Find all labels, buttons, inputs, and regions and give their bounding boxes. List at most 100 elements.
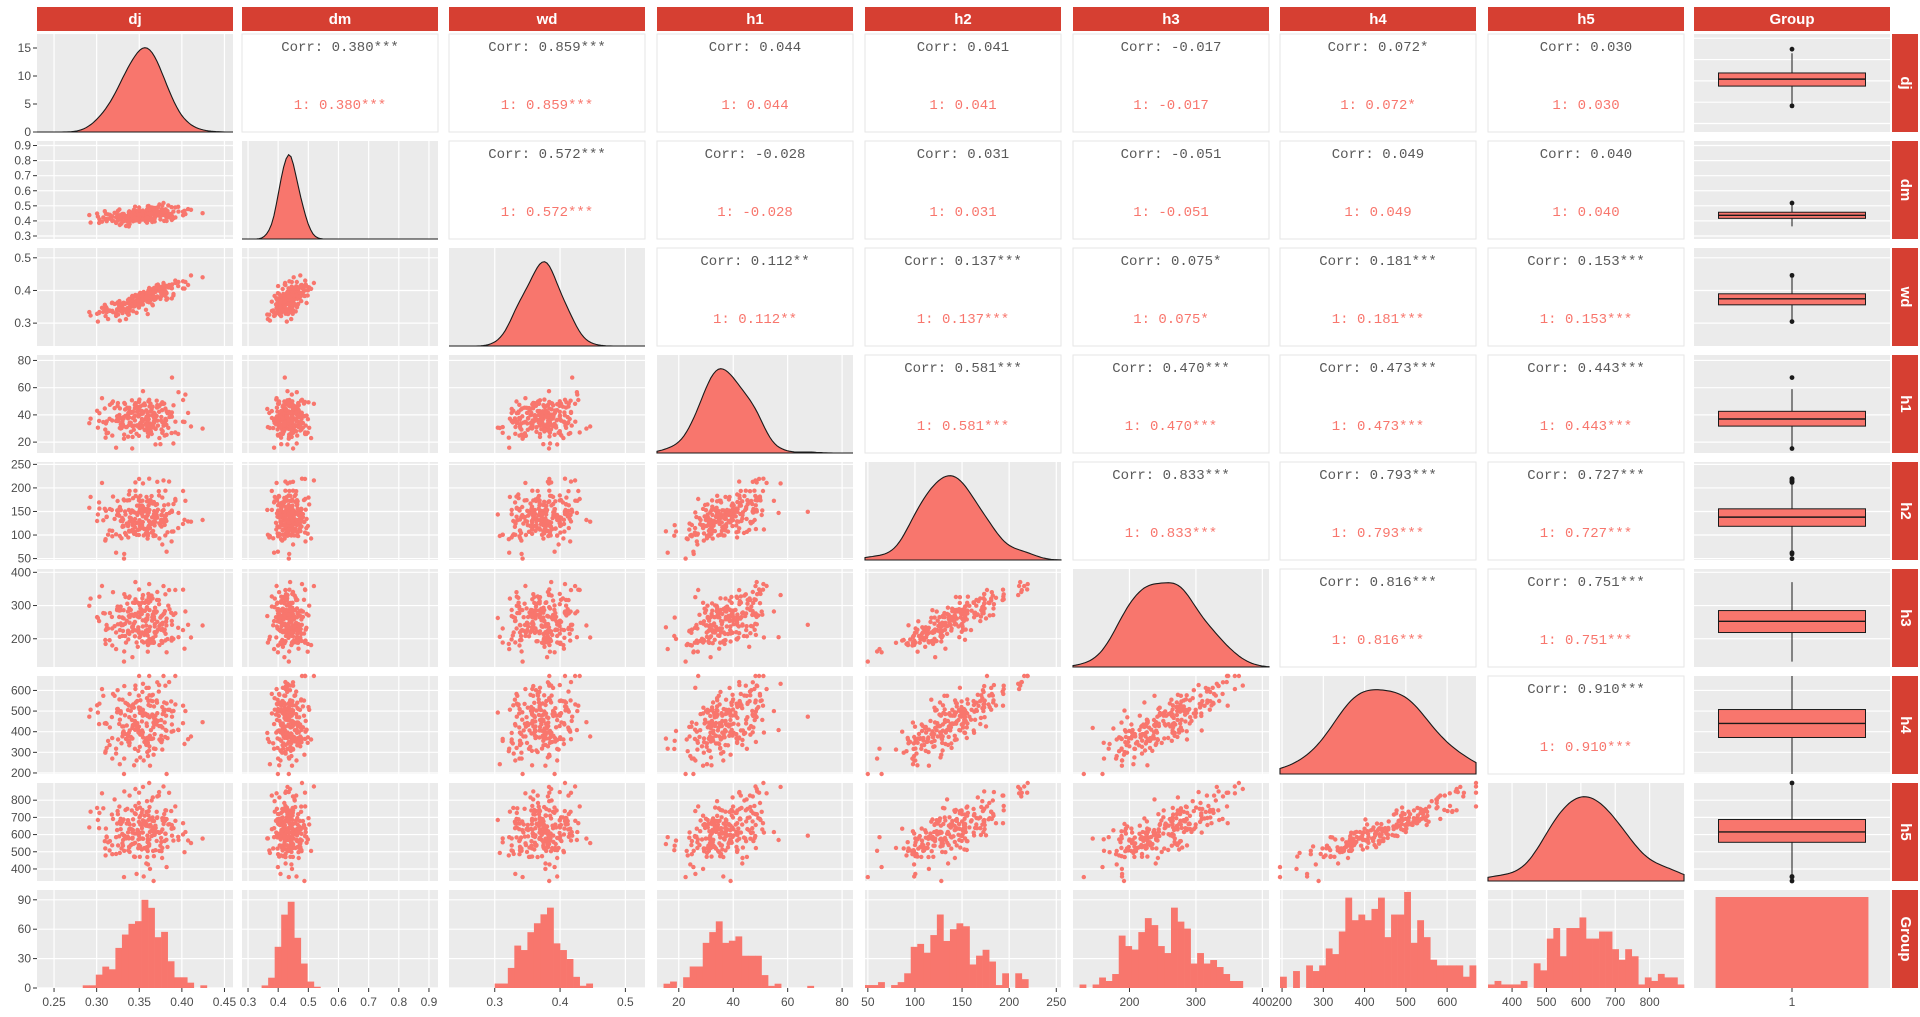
scatter-point <box>311 673 317 679</box>
scatter-point <box>557 399 562 404</box>
scatter-point <box>308 435 314 441</box>
scatter-point <box>552 603 557 608</box>
scatter-point <box>533 724 538 729</box>
scatter-point <box>287 603 292 608</box>
group-correlation-label: 1: 0.075* <box>1133 312 1209 328</box>
scatter-point <box>183 392 188 397</box>
scatter-point <box>119 536 124 541</box>
scatter-point <box>570 375 575 380</box>
scatter-point <box>542 397 547 402</box>
scatter-point <box>299 581 305 587</box>
scatter-point <box>145 641 150 646</box>
scatter-point <box>275 432 281 437</box>
scatter-point <box>987 693 992 698</box>
scatter-point <box>771 498 777 503</box>
scatter-point <box>154 700 160 705</box>
scatter-point <box>539 746 545 751</box>
scatter-point <box>173 587 178 593</box>
scatter-point <box>553 614 559 620</box>
scatter-point <box>280 638 285 643</box>
scatter-point <box>714 609 719 614</box>
scatter-point <box>542 709 547 714</box>
scatter-point <box>506 435 511 440</box>
scatter-point <box>140 514 145 519</box>
scatter-point <box>118 426 123 431</box>
scatter-point <box>167 607 172 612</box>
panel-h3-dj-background <box>37 569 233 667</box>
scatter-point <box>302 431 308 437</box>
scatter-point <box>125 405 130 410</box>
scatter-point <box>730 618 735 623</box>
scatter-point <box>163 592 168 597</box>
scatter-point <box>274 701 280 707</box>
scatter-point <box>99 583 105 589</box>
scatter-point <box>171 728 176 734</box>
scatter-point <box>546 715 551 721</box>
scatter-point <box>734 731 739 737</box>
scatter-point <box>707 519 713 524</box>
scatter-point <box>269 711 275 716</box>
scatter-point <box>877 646 882 652</box>
scatter-point <box>288 424 293 429</box>
scatter-point <box>298 630 303 635</box>
scatter-point <box>180 587 186 592</box>
scatter-point <box>283 504 288 510</box>
scatter-point <box>537 689 542 695</box>
scatter-point <box>130 434 135 440</box>
scatter-point <box>282 427 287 432</box>
scatter-point <box>562 635 567 640</box>
scatter-point <box>1025 587 1030 592</box>
scatter-point <box>304 413 309 418</box>
scatter-point <box>173 496 178 502</box>
scatter-point <box>136 693 141 698</box>
scatter-point <box>529 721 534 726</box>
scatter-point <box>584 426 589 431</box>
scatter-point <box>738 691 743 697</box>
scatter-point <box>110 433 115 438</box>
scatter-point <box>183 609 188 614</box>
scatter-point <box>983 724 989 729</box>
scatter-point <box>778 481 783 486</box>
scatter-point <box>972 717 978 722</box>
scatter-point <box>776 727 781 733</box>
scatter-point <box>117 298 122 304</box>
scatter-point <box>532 713 537 719</box>
scatter-point <box>282 399 287 404</box>
scatter-point <box>507 445 512 450</box>
scatter-point <box>138 606 143 611</box>
scatter-point <box>113 751 119 756</box>
correlation-label: Corr: 0.470*** <box>1112 361 1230 377</box>
scatter-point <box>134 310 139 315</box>
scatter-point <box>158 294 164 299</box>
scatter-point <box>267 312 272 317</box>
scatter-point <box>737 526 742 531</box>
scatter-point <box>131 427 136 432</box>
scatter-point <box>275 283 281 289</box>
scatter-point <box>135 726 140 731</box>
scatter-point <box>529 608 535 613</box>
scatter-point <box>150 500 155 505</box>
scatter-point <box>723 513 729 518</box>
scatter-point <box>573 419 578 424</box>
scatter-point <box>544 698 549 704</box>
scatter-point <box>283 587 288 593</box>
scatter-point <box>180 419 186 424</box>
scatter-point <box>545 418 551 423</box>
scatter-point <box>159 408 165 413</box>
scatter-point <box>283 633 289 639</box>
scatter-point <box>153 442 158 447</box>
scatter-point <box>164 701 169 706</box>
scatter-point <box>513 532 518 537</box>
group-correlation-label: 1: 0.793*** <box>1332 526 1424 542</box>
scatter-point <box>145 506 150 512</box>
scatter-point <box>547 673 552 679</box>
scatter-point <box>683 556 688 561</box>
scatter-point <box>696 496 701 502</box>
scatter-point <box>169 618 174 624</box>
scatter-point <box>294 606 300 611</box>
scatter-point <box>546 414 552 419</box>
scatter-point <box>750 730 755 735</box>
scatter-point <box>879 771 884 777</box>
scatter-point <box>282 375 287 380</box>
scatter-point <box>130 625 135 630</box>
